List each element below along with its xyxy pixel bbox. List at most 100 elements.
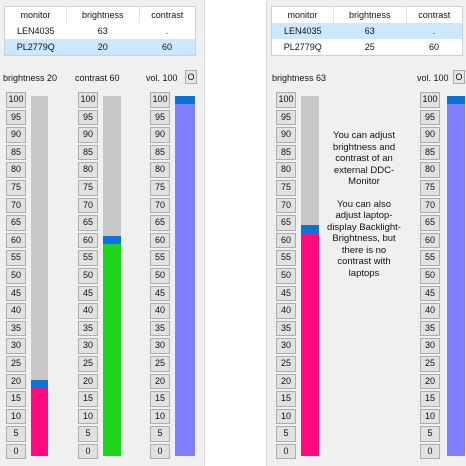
step-button-25[interactable]: 25	[276, 355, 296, 372]
table-row[interactable]: LEN4035 63 .	[271, 23, 463, 39]
step-button-30[interactable]: 30	[6, 338, 26, 354]
step-button-20[interactable]: 20	[78, 373, 98, 390]
step-button-50[interactable]: 50	[6, 267, 26, 284]
step-button-10[interactable]: 10	[276, 408, 296, 425]
step-button-100[interactable]: 100	[6, 92, 26, 108]
step-button-30[interactable]: 30	[150, 338, 170, 354]
step-button-35[interactable]: 35	[276, 320, 296, 337]
step-button-85[interactable]: 85	[276, 144, 296, 161]
col-brightness-header[interactable]: brightness	[333, 6, 407, 23]
step-button-80[interactable]: 80	[420, 162, 440, 178]
step-button-10[interactable]: 10	[150, 408, 170, 425]
step-button-60[interactable]: 60	[420, 232, 440, 249]
step-button-95[interactable]: 95	[420, 109, 440, 126]
step-button-45[interactable]: 45	[150, 285, 170, 302]
step-button-55[interactable]: 55	[420, 250, 440, 266]
step-button-35[interactable]: 35	[420, 320, 440, 337]
step-button-95[interactable]: 95	[276, 109, 296, 126]
step-button-60[interactable]: 60	[6, 232, 26, 249]
step-button-5[interactable]: 5	[150, 426, 170, 442]
step-button-70[interactable]: 70	[276, 197, 296, 214]
volume-slider[interactable]	[175, 96, 195, 456]
step-button-55[interactable]: 55	[150, 250, 170, 266]
step-button-15[interactable]: 15	[276, 391, 296, 407]
step-button-0[interactable]: 0	[6, 443, 26, 460]
step-button-15[interactable]: 15	[150, 391, 170, 407]
step-button-20[interactable]: 20	[420, 373, 440, 390]
step-button-100[interactable]: 100	[420, 92, 440, 108]
brightness-slider[interactable]	[31, 96, 48, 456]
step-button-90[interactable]: 90	[276, 127, 296, 143]
step-button-5[interactable]: 5	[420, 426, 440, 442]
volume-slider-thumb[interactable]	[175, 96, 195, 104]
monitor-table[interactable]: monitor brightness contrast LEN4035 63 .…	[4, 6, 196, 56]
step-button-80[interactable]: 80	[6, 162, 26, 178]
step-button-50[interactable]: 50	[150, 267, 170, 284]
step-button-55[interactable]: 55	[6, 250, 26, 266]
step-button-75[interactable]: 75	[150, 179, 170, 196]
step-button-100[interactable]: 100	[150, 92, 170, 108]
step-button-45[interactable]: 45	[276, 285, 296, 302]
step-button-0[interactable]: 0	[150, 443, 170, 460]
step-button-75[interactable]: 75	[276, 179, 296, 196]
step-button-45[interactable]: 45	[6, 285, 26, 302]
step-button-50[interactable]: 50	[78, 267, 98, 284]
step-button-95[interactable]: 95	[6, 109, 26, 126]
step-button-95[interactable]: 95	[150, 109, 170, 126]
volume-slider-thumb[interactable]	[447, 96, 465, 104]
step-button-15[interactable]: 15	[6, 391, 26, 407]
step-button-70[interactable]: 70	[420, 197, 440, 214]
step-button-30[interactable]: 30	[78, 338, 98, 354]
brightness-slider-thumb[interactable]	[301, 225, 319, 233]
step-button-25[interactable]: 25	[78, 355, 98, 372]
step-button-55[interactable]: 55	[78, 250, 98, 266]
step-button-90[interactable]: 90	[150, 127, 170, 143]
step-button-65[interactable]: 65	[78, 215, 98, 231]
step-button-30[interactable]: 30	[420, 338, 440, 354]
step-button-45[interactable]: 45	[420, 285, 440, 302]
table-row[interactable]: LEN4035 63 .	[5, 23, 196, 39]
step-button-40[interactable]: 40	[150, 303, 170, 319]
volume-slider[interactable]	[447, 96, 465, 456]
contrast-slider-thumb[interactable]	[103, 236, 121, 244]
step-button-85[interactable]: 85	[150, 144, 170, 161]
step-button-65[interactable]: 65	[6, 215, 26, 231]
step-button-65[interactable]: 65	[276, 215, 296, 231]
contrast-slider[interactable]	[103, 96, 121, 456]
step-button-0[interactable]: 0	[420, 443, 440, 460]
mute-button[interactable]: O	[453, 70, 465, 84]
step-button-100[interactable]: 100	[78, 92, 98, 108]
step-button-85[interactable]: 85	[78, 144, 98, 161]
step-button-25[interactable]: 25	[150, 355, 170, 372]
step-button-0[interactable]: 0	[276, 443, 296, 460]
step-button-15[interactable]: 15	[420, 391, 440, 407]
step-button-50[interactable]: 50	[420, 267, 440, 284]
step-button-35[interactable]: 35	[150, 320, 170, 337]
step-button-80[interactable]: 80	[276, 162, 296, 178]
step-button-20[interactable]: 20	[276, 373, 296, 390]
col-contrast-header[interactable]: contrast	[418, 10, 451, 20]
step-button-25[interactable]: 25	[420, 355, 440, 372]
step-button-35[interactable]: 35	[6, 320, 26, 337]
step-button-60[interactable]: 60	[276, 232, 296, 249]
step-button-80[interactable]: 80	[78, 162, 98, 178]
step-button-60[interactable]: 60	[150, 232, 170, 249]
step-button-65[interactable]: 65	[420, 215, 440, 231]
step-button-40[interactable]: 40	[420, 303, 440, 319]
step-button-10[interactable]: 10	[420, 408, 440, 425]
step-button-55[interactable]: 55	[276, 250, 296, 266]
step-button-85[interactable]: 85	[6, 144, 26, 161]
step-button-90[interactable]: 90	[420, 127, 440, 143]
step-button-30[interactable]: 30	[276, 338, 296, 354]
brightness-slider-thumb[interactable]	[31, 380, 48, 388]
step-button-25[interactable]: 25	[6, 355, 26, 372]
step-button-75[interactable]: 75	[6, 179, 26, 196]
step-button-50[interactable]: 50	[276, 267, 296, 284]
step-button-70[interactable]: 70	[150, 197, 170, 214]
table-row[interactable]: PL2779Q 20 60	[4, 39, 196, 56]
col-brightness-header[interactable]: brightness	[66, 6, 140, 23]
step-button-95[interactable]: 95	[78, 109, 98, 126]
step-button-65[interactable]: 65	[150, 215, 170, 231]
col-contrast-header[interactable]: contrast	[151, 10, 184, 20]
step-button-5[interactable]: 5	[276, 426, 296, 442]
